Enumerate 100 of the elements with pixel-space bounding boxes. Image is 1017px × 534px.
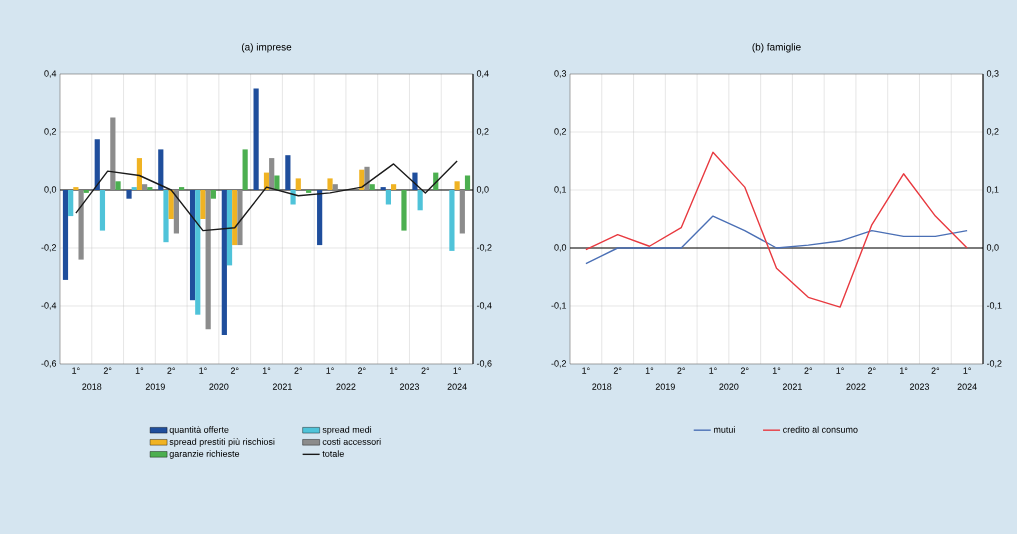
x-tick-label: 2° <box>740 367 749 374</box>
text: 2024 <box>957 383 977 390</box>
y-tick-label: 0,2 <box>44 128 57 136</box>
y-tick-label: 0,2 <box>554 128 567 136</box>
bar <box>147 187 153 190</box>
bar <box>417 189 423 211</box>
bar <box>295 178 301 190</box>
bar <box>83 189 89 193</box>
x-tick-label: 1° <box>582 367 590 374</box>
y2-tick-label: -0,2 <box>476 244 492 252</box>
x-tick-label: 2° <box>357 367 366 374</box>
bar <box>401 189 407 231</box>
bar <box>317 189 323 246</box>
bar <box>454 181 460 190</box>
legend-label: credito al consumo <box>783 426 858 433</box>
x-tick-label: 1° <box>389 367 398 374</box>
text: 2019 <box>145 383 165 390</box>
y2-tick-label: 0,3 <box>986 70 999 78</box>
y2-tick-label: -0,4 <box>476 302 492 310</box>
legend-label: spread prestiti più rischiosi <box>169 438 275 447</box>
legend-label: mutui <box>714 426 735 433</box>
bar <box>68 189 74 217</box>
bar <box>158 149 164 190</box>
text: 2022 <box>336 383 356 390</box>
bar <box>189 189 196 301</box>
bar <box>226 189 233 266</box>
bar <box>179 187 185 190</box>
bar <box>237 189 243 246</box>
y2-tick-label: 0,2 <box>476 128 489 136</box>
bar <box>131 187 137 190</box>
bar <box>464 175 471 190</box>
bar <box>78 189 84 260</box>
x-tick-label: 1° <box>453 367 461 374</box>
bar <box>380 187 386 190</box>
text: 2023 <box>399 383 420 390</box>
y2-tick-label: 0,4 <box>476 70 489 78</box>
y2-tick-label: 0,2 <box>986 128 999 136</box>
legend-label: quantità offerte <box>169 426 229 435</box>
text: 2021 <box>782 383 802 390</box>
x-tick-label: 2° <box>867 367 876 374</box>
bar <box>173 189 179 234</box>
y2-tick-label: 0,1 <box>986 186 999 194</box>
bar <box>110 117 116 190</box>
text: 2018 <box>82 383 102 390</box>
legend-label: costi accessori <box>322 438 381 445</box>
bar <box>332 184 338 190</box>
y2-tick-label: 0,0 <box>986 244 999 252</box>
x-tick-label: 1° <box>199 367 207 374</box>
legend-label: totale <box>322 450 344 457</box>
text: 2020 <box>209 383 229 390</box>
bar <box>200 189 206 219</box>
bar <box>210 189 216 199</box>
text: 2021 <box>272 383 292 390</box>
bar <box>364 166 370 190</box>
text: 2023 <box>909 383 930 390</box>
x-tick-label: 2° <box>230 367 239 374</box>
bar <box>62 189 69 280</box>
x-tick-label: 1° <box>135 367 144 374</box>
bar <box>126 189 132 199</box>
bar <box>142 184 148 190</box>
x-tick-label: 2° <box>804 367 813 374</box>
bar <box>285 155 291 190</box>
x-tick-label: 2° <box>677 367 685 374</box>
bar <box>242 149 248 190</box>
bar <box>94 139 100 190</box>
bar <box>290 189 296 205</box>
y2-tick-label: 0,0 <box>476 186 489 194</box>
x-tick-label: 2° <box>613 367 622 374</box>
y-tick-label: 0,1 <box>554 186 567 194</box>
y-tick-label: 0,4 <box>44 70 57 78</box>
x-tick-label: 1° <box>709 367 717 374</box>
y2-tick-label: -0,1 <box>986 302 1002 310</box>
chart-title: (b) famiglie <box>752 43 801 53</box>
x-tick-label: 1° <box>262 367 271 374</box>
x-tick-label: 2° <box>167 367 175 374</box>
y-tick-label: -0,2 <box>41 244 57 252</box>
text: 2019 <box>655 383 675 390</box>
text: 2020 <box>719 383 739 390</box>
bar <box>306 189 312 193</box>
y-tick-label: 0,0 <box>554 244 567 252</box>
y-tick-label: -0,4 <box>41 302 57 310</box>
y2-tick-label: -0,2 <box>986 360 1002 368</box>
bar <box>115 181 121 190</box>
x-tick-label: 2° <box>103 367 112 374</box>
y2-tick-label: -0,6 <box>476 360 492 368</box>
x-tick-label: 2° <box>421 367 430 374</box>
x-tick-label: 1° <box>963 367 971 374</box>
x-tick-label: 1° <box>645 367 654 374</box>
y-tick-label: -0,2 <box>551 360 567 368</box>
bar <box>327 178 333 190</box>
bar <box>449 189 455 251</box>
x-tick-label: 1° <box>772 367 781 374</box>
y-tick-label: -0,6 <box>41 360 57 368</box>
legend-label: garanzie richieste <box>169 450 240 459</box>
bar <box>136 158 143 190</box>
bar <box>163 189 169 243</box>
bar <box>390 184 397 190</box>
y-tick-label: -0,1 <box>551 302 567 310</box>
bar <box>269 158 275 190</box>
bar <box>99 189 106 231</box>
